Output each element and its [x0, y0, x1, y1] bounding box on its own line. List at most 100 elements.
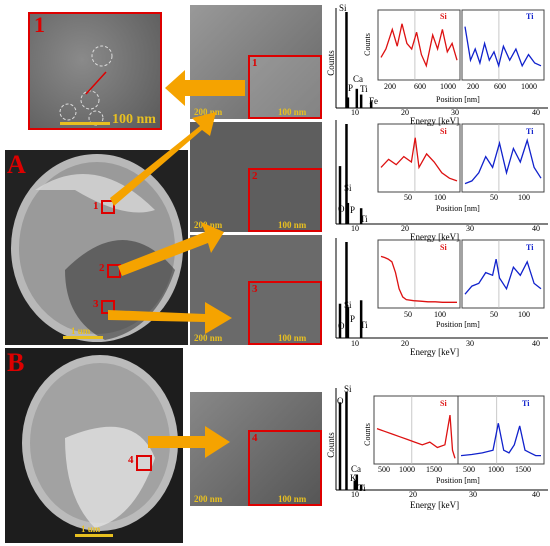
ls1-ti-t0: 200 — [467, 82, 479, 91]
inset-3 — [248, 281, 322, 345]
eds2-peak-si — [345, 124, 348, 224]
ls1-ti-line — [464, 26, 542, 69]
eds1-el-fe: Fe — [369, 96, 378, 106]
eds4-peak-si — [345, 392, 348, 490]
ls2-si-t1: 100 — [434, 193, 446, 202]
ls2-ti-t1: 100 — [518, 193, 530, 202]
eds4-el-si: Si — [344, 384, 352, 394]
ls4-si-line — [376, 414, 456, 459]
eds1-ylabel: Counts — [325, 50, 336, 76]
eds3-peak-o — [338, 303, 342, 338]
ls2-legend-ti: Ti — [526, 127, 534, 136]
em-b-scalebar — [75, 534, 113, 537]
ls1-ti-t1: 600 — [494, 82, 506, 91]
eds1-tick-10: 10 — [351, 108, 359, 117]
eds3-tick-40: 40 — [532, 339, 540, 348]
ls1-si-t2: 1000 — [440, 82, 456, 91]
ls4-ylabel: Counts — [362, 423, 372, 446]
em-b-scale: 1 um — [81, 524, 101, 534]
ls2-si-frame — [377, 123, 461, 193]
ls3-ti-t0: 50 — [490, 310, 498, 319]
region-2-label: 2 — [99, 262, 105, 274]
ls4-ti-t1: 1000 — [488, 465, 504, 474]
eds4-tick-30: 30 — [469, 490, 477, 499]
eds4-xlabel: Energy [keV] — [410, 500, 460, 510]
stem-2-scale-b: 100 nm — [278, 220, 307, 230]
eds4-tick-40: 40 — [532, 490, 540, 499]
ls4-si-t0: 500 — [378, 465, 390, 474]
zoom-label: 1 — [34, 12, 45, 37]
ls1-legend-ti: Ti — [526, 12, 534, 21]
eds2-tick-40: 40 — [532, 224, 540, 233]
eds3-tick-20: 20 — [401, 339, 409, 348]
ls4-ti-t0: 500 — [463, 465, 475, 474]
eds4-peak-ti — [359, 484, 363, 490]
ls4-xlabel: Position [nm] — [436, 476, 480, 485]
ls2-ti-t0: 50 — [490, 193, 498, 202]
eds3-el-o: O — [338, 321, 345, 331]
ls4-si-t2: 1500 — [426, 465, 442, 474]
eds4-el-o: O — [337, 396, 344, 406]
eds1-peak-p — [346, 97, 350, 108]
ls4-si-t1: 1000 — [399, 465, 415, 474]
eds2-peak-ti — [359, 208, 363, 224]
ls1-si-t0: 200 — [384, 82, 396, 91]
ls3-ti-t1: 100 — [518, 310, 530, 319]
em-a-scalebar — [63, 336, 103, 339]
eds2-peak-o — [338, 166, 342, 224]
inset-4-label: 4 — [252, 432, 258, 444]
inset-2-label: 2 — [252, 170, 258, 182]
panel-b-image: B 4 1 um — [5, 348, 183, 543]
ls3-legend-ti: Ti — [526, 243, 534, 252]
ls4-ti-line — [460, 423, 541, 457]
eds4-tick-10: 10 — [351, 490, 359, 499]
eds4-el-ti: Ti — [358, 483, 366, 493]
ls4-si-frame — [373, 395, 459, 465]
eds2-el-si: Si — [344, 183, 352, 193]
ls3-si-t1: 100 — [434, 310, 446, 319]
eds1-xlabel: Energy [keV] — [410, 116, 460, 126]
eds3-el-si: Si — [344, 300, 352, 310]
eds4-peak-ca — [355, 474, 359, 490]
eds4-el-ca: Ca — [351, 464, 361, 474]
eds2-el-ti: Ti — [360, 214, 368, 224]
region-4-label: 4 — [128, 454, 134, 466]
eds2-peak-p — [346, 202, 350, 224]
zoom-annotations — [59, 45, 113, 126]
eds2-tick-30: 30 — [466, 224, 474, 233]
stem-3-scale-a: 200 nm — [194, 333, 223, 343]
eds3-xlabel: Energy [keV] — [410, 347, 460, 357]
eds1-peak-fe — [369, 101, 373, 108]
inset-3-label: 3 — [252, 283, 258, 295]
eds3-el-ti: Ti — [360, 320, 368, 330]
eds4-el-k: K — [350, 473, 357, 483]
ls2-si-t0: 50 — [404, 193, 412, 202]
eds1-el-ca: Ca — [353, 74, 363, 84]
diatom-b — [22, 355, 178, 531]
eds1-el-p: P — [348, 83, 354, 93]
ls4-legend-ti: Ti — [522, 399, 530, 408]
eds2-tick-20: 20 — [401, 224, 409, 233]
ls2-si-line — [380, 137, 458, 182]
eds3-peak-p — [346, 307, 350, 338]
eds3-tick-10: 10 — [351, 339, 359, 348]
eds1-peak-si — [345, 12, 348, 108]
ls3-si-frame — [377, 239, 461, 309]
eds3-tick-30: 30 — [466, 339, 474, 348]
inset-4 — [248, 430, 322, 506]
eds1-tick-20: 20 — [401, 108, 409, 117]
panel-b-letter: B — [7, 348, 25, 377]
zoom-scalebar — [60, 122, 110, 125]
stem-4-scale-a: 200 nm — [194, 494, 223, 504]
eds1-tick-30: 30 — [451, 108, 459, 117]
stem-4-scale-b: 100 nm — [278, 494, 307, 504]
eds2-el-p: P — [350, 205, 356, 215]
ls2-legend-si: Si — [440, 127, 447, 136]
eds3-el-p: P — [350, 314, 356, 324]
eds2-tick-10: 10 — [351, 224, 359, 233]
em-a-scale: 1 um — [71, 326, 91, 336]
region-1-label: 1 — [93, 200, 99, 212]
inset-1 — [248, 55, 322, 119]
